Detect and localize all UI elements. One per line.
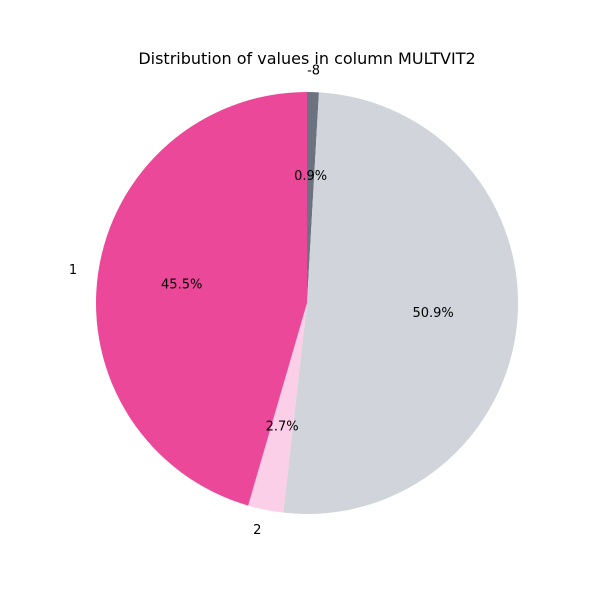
pie-slice-3 [96,92,308,506]
pie-labels: -8 0.9% 50.9% 2 2.7% 1 45.5% [69,64,454,539]
slice-percent-label-1: 50.9% [412,306,453,321]
pie-slices [96,92,519,515]
slice-label-0: -8 [307,64,320,79]
slice-label-2: 2 [253,523,261,538]
slice-label-3: 1 [69,263,77,278]
pie-slice-1 [283,92,519,515]
pie-slice-0 [307,92,319,303]
slice-percent-label-2: 2.7% [266,420,299,435]
slice-percent-label-3: 45.5% [161,278,202,293]
pie-slice-2 [248,303,307,513]
chart-title: Distribution of values in column MULTVIT… [138,49,475,68]
slice-percent-label-0: 0.9% [294,169,327,184]
